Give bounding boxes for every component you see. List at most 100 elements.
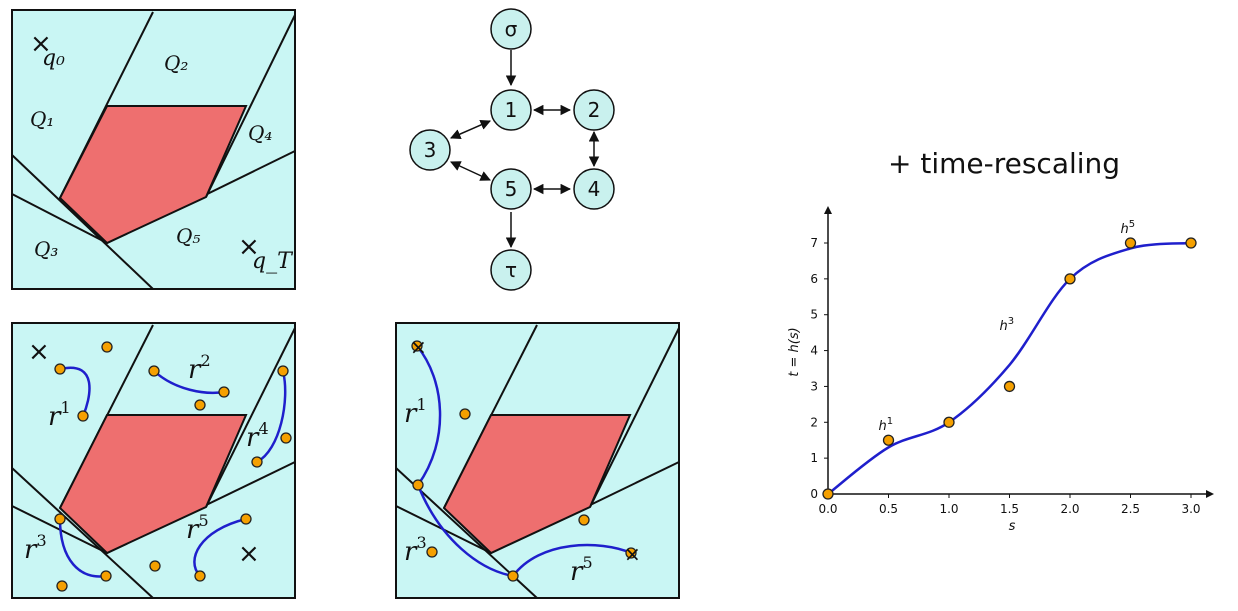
- graph-node-sigma: σ: [490, 8, 532, 50]
- region-divider: [11, 154, 154, 290]
- sample-point: [578, 514, 590, 526]
- svg-text:1: 1: [505, 98, 518, 122]
- region-label-q1: Q₁: [30, 107, 54, 131]
- y-tick-label: 5: [810, 308, 818, 322]
- sample-point: [459, 408, 471, 420]
- data-point: [1064, 273, 1076, 285]
- y-ticks: 0 1 2 3 4 5 6 7: [810, 236, 828, 501]
- x-tick-label: 2.0: [1060, 502, 1079, 516]
- sample-point: [54, 513, 66, 525]
- sample-point: [507, 570, 519, 582]
- curve-label-r1: r1: [404, 395, 427, 429]
- sample-point: [77, 410, 89, 422]
- obstacle-region: [442, 414, 632, 555]
- start-label: q₀: [42, 46, 65, 71]
- x-axis-label: s: [1009, 519, 1016, 534]
- sample-point: [240, 513, 252, 525]
- svg-text:4: 4: [588, 177, 601, 201]
- curve-label-r5: r5: [186, 511, 209, 545]
- annotation-label: h1: [879, 416, 894, 434]
- y-tick-label: 3: [810, 379, 818, 393]
- y-tick-label: 4: [810, 344, 818, 358]
- svg-text:2: 2: [588, 98, 601, 122]
- curve-label-r1: r1: [48, 398, 71, 432]
- x-axis-arrow: [1206, 490, 1214, 498]
- time-rescaling-chart: s t = h(s) 0.0 0.5 1.0 1.5 2.0 2.5 3.0 0 1 2 3 4 5 6…: [787, 206, 1214, 534]
- graph-edge: [450, 119, 491, 140]
- chart-title: + time-rescaling: [888, 147, 1120, 180]
- sample-point: [101, 341, 113, 353]
- annotation-label: h5: [1121, 219, 1136, 237]
- sample-point: [148, 365, 160, 377]
- x-tick-label: 0.0: [818, 502, 837, 516]
- sample-point: [277, 365, 289, 377]
- region-divider: [205, 14, 296, 198]
- start-marker: ×: [410, 335, 427, 359]
- sample-point: [218, 386, 230, 398]
- panel-regions: × q₀ × q_T Q₁ Q₂ Q₃ Q₄ Q₅: [11, 9, 296, 290]
- svg-text:τ: τ: [505, 258, 517, 282]
- x-tick-label: 1.5: [1000, 502, 1019, 516]
- graph-node-2: 2: [573, 89, 615, 131]
- x-tick-label: 1.0: [939, 502, 958, 516]
- data-point: [1185, 237, 1197, 249]
- region-divider: [589, 327, 680, 508]
- x-tick-label: 2.5: [1121, 502, 1140, 516]
- sample-point: [149, 560, 161, 572]
- sample-point: [280, 432, 292, 444]
- series-line: [827, 241, 1192, 495]
- data-point: [822, 488, 834, 500]
- curve-label-r3: r3: [404, 533, 427, 567]
- sample-point: [56, 580, 68, 592]
- x-tick-label: 0.5: [879, 502, 898, 516]
- curve-label-r2: r2: [188, 351, 211, 385]
- data-point: [1003, 380, 1016, 393]
- curve-r1: [59, 366, 91, 417]
- graph-node-1: 1: [490, 89, 532, 131]
- sample-point: [54, 363, 66, 375]
- curve-label-r4: r4: [246, 419, 269, 453]
- sample-point: [251, 456, 263, 468]
- y-tick-label: 6: [810, 272, 818, 286]
- graph-node-tau: τ: [490, 249, 532, 291]
- sample-point: [412, 479, 424, 491]
- curve-r4: [256, 370, 287, 464]
- sample-point: [625, 547, 637, 559]
- goal-marker: ×: [238, 539, 260, 569]
- x-ticks: 0.0 0.5 1.0 1.5 2.0 2.5 3.0: [818, 494, 1201, 516]
- start-marker: ×: [28, 337, 50, 367]
- region-label-q5: Q₅: [176, 224, 200, 248]
- curve-r5: [512, 543, 632, 577]
- y-tick-label: 2: [810, 415, 818, 429]
- data-point: [882, 434, 895, 446]
- y-axis-label: t = h(s): [787, 327, 802, 376]
- y-axis-arrow: [824, 206, 832, 214]
- goal-marker: ×: [624, 542, 641, 566]
- data-point: [943, 416, 955, 428]
- region-graph: σ 1 2 3 4 5 τ: [409, 8, 615, 291]
- sample-point: [194, 570, 206, 582]
- region-divider: [205, 327, 296, 508]
- sample-point: [194, 399, 206, 411]
- sample-point: [426, 546, 438, 558]
- sample-point: [411, 340, 423, 352]
- goal-marker: ×: [238, 232, 260, 262]
- svg-text:3: 3: [424, 138, 437, 162]
- annotations: h1 h3 h5: [879, 219, 1136, 434]
- start-marker: ×: [30, 29, 52, 59]
- sample-point: [100, 570, 112, 582]
- svg-text:5: 5: [505, 177, 518, 201]
- graph-node-5: 5: [490, 168, 532, 210]
- graph-edge: [450, 161, 491, 181]
- obstacle-region: [58, 105, 248, 245]
- graph-node-4: 4: [573, 168, 615, 210]
- goal-label: q_T: [252, 249, 294, 274]
- curve-r3: [416, 484, 514, 578]
- region-label-q2: Q₂: [164, 51, 188, 75]
- curve-label-r3: r3: [24, 531, 47, 565]
- region-label-q3: Q₃: [34, 237, 58, 261]
- x-tick-label: 3.0: [1181, 502, 1200, 516]
- obstacle-region: [58, 414, 248, 555]
- region-divider: [11, 467, 154, 599]
